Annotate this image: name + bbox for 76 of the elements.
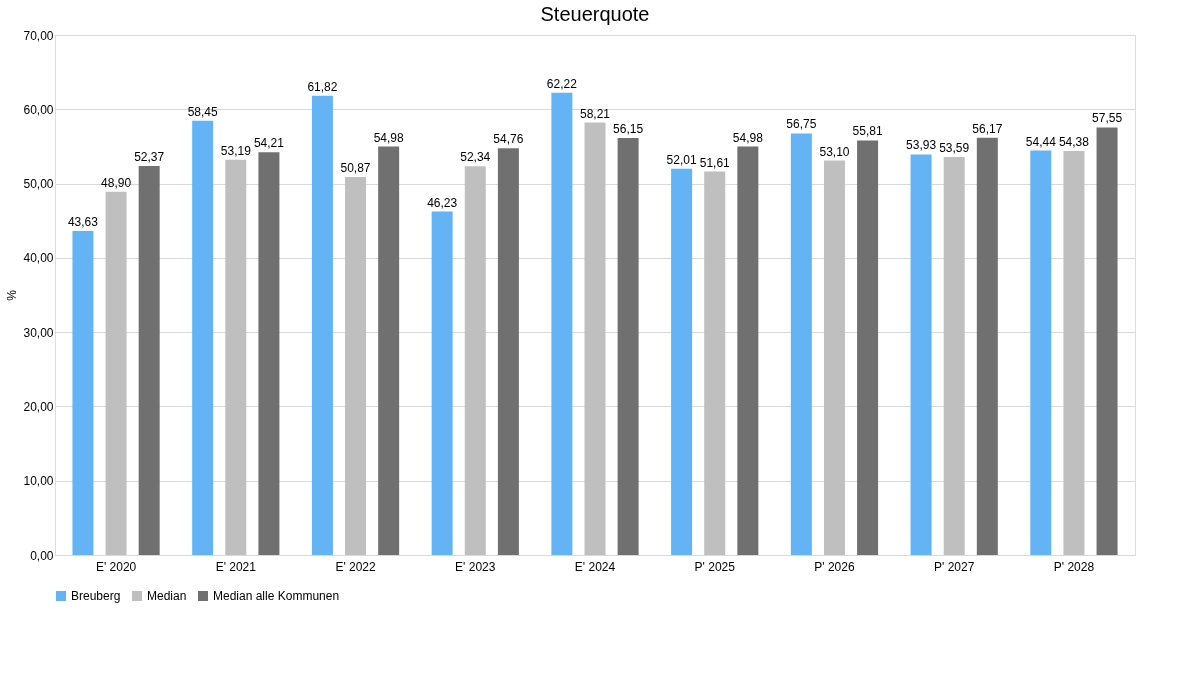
bar [192, 120, 214, 555]
bar [497, 148, 519, 555]
y-axis-title: % [5, 289, 20, 301]
legend-label: Median alle Kommunen [213, 589, 340, 603]
bar [311, 95, 333, 555]
data-label: 54,38 [1058, 135, 1090, 150]
data-label: 51,61 [699, 155, 731, 170]
data-label: 56,75 [786, 117, 817, 132]
bar [378, 146, 400, 555]
y-tick-label: 10,00 [23, 474, 54, 489]
bar [225, 159, 247, 555]
x-tick-label: E' 2021 [215, 559, 257, 574]
data-label: 52,34 [460, 150, 491, 165]
chart-title: Steuerquote [540, 3, 650, 25]
data-label: 43,63 [67, 214, 99, 229]
data-label: 52,01 [666, 152, 697, 167]
data-label: 54,98 [732, 130, 764, 145]
x-tick-label: E' 2023 [455, 559, 496, 574]
data-label: 56,17 [972, 121, 1003, 136]
bar [551, 92, 573, 555]
x-tick-label: E' 2024 [574, 559, 616, 574]
y-tick-label: 40,00 [23, 251, 54, 266]
bar [72, 230, 94, 555]
y-tick-label: 60,00 [23, 102, 54, 117]
bar [617, 137, 639, 555]
bar [823, 160, 845, 555]
x-tick-label: P' 2025 [694, 559, 736, 574]
bar [704, 171, 726, 555]
data-label: 54,76 [493, 132, 524, 147]
bar [857, 140, 879, 555]
y-tick-label: 0,00 [30, 548, 54, 563]
bar [671, 168, 693, 555]
y-tick-label: 50,00 [23, 177, 54, 192]
data-label: 54,21 [253, 136, 285, 151]
x-tick-label: E' 2022 [335, 559, 377, 574]
data-label: 50,87 [340, 161, 371, 176]
data-label: 53,93 [906, 138, 937, 153]
bar [431, 211, 453, 555]
bar [138, 165, 160, 555]
y-tick-label: 20,00 [23, 399, 54, 414]
data-label: 61,82 [307, 79, 338, 94]
data-label: 53,19 [220, 143, 252, 158]
bar [943, 156, 965, 555]
bar [258, 152, 280, 555]
data-label: 58,21 [579, 106, 611, 121]
data-label: 57,55 [1092, 111, 1123, 126]
legend-label: Breuberg [71, 589, 121, 603]
data-label: 53,59 [939, 140, 970, 155]
bar [737, 146, 759, 555]
data-label: 54,98 [373, 130, 404, 145]
bar [345, 177, 367, 555]
bar [1030, 150, 1052, 555]
bar [464, 166, 486, 555]
data-label: 62,22 [546, 76, 578, 91]
data-label: 55,81 [852, 124, 883, 139]
x-tick-label: P' 2027 [934, 559, 975, 574]
x-tick-label: P' 2026 [814, 559, 855, 574]
bar [790, 133, 812, 555]
bar [1096, 127, 1118, 555]
data-label: 56,15 [613, 121, 644, 136]
bar [1063, 151, 1085, 555]
y-tick-label: 30,00 [23, 325, 54, 340]
bar [976, 137, 998, 555]
x-tick-label: E' 2020 [95, 559, 137, 574]
x-tick-label: P' 2028 [1053, 559, 1095, 574]
data-label: 54,44 [1025, 134, 1057, 149]
data-label: 48,90 [101, 175, 132, 190]
data-label: 46,23 [427, 195, 458, 210]
data-label: 58,45 [187, 104, 219, 119]
data-label: 52,37 [134, 149, 165, 164]
bar [584, 122, 606, 555]
legend-label: Median [147, 589, 187, 603]
y-tick-label: 70,00 [23, 28, 54, 43]
bar [105, 191, 127, 555]
data-label: 53,10 [819, 144, 850, 159]
bar [910, 154, 932, 555]
